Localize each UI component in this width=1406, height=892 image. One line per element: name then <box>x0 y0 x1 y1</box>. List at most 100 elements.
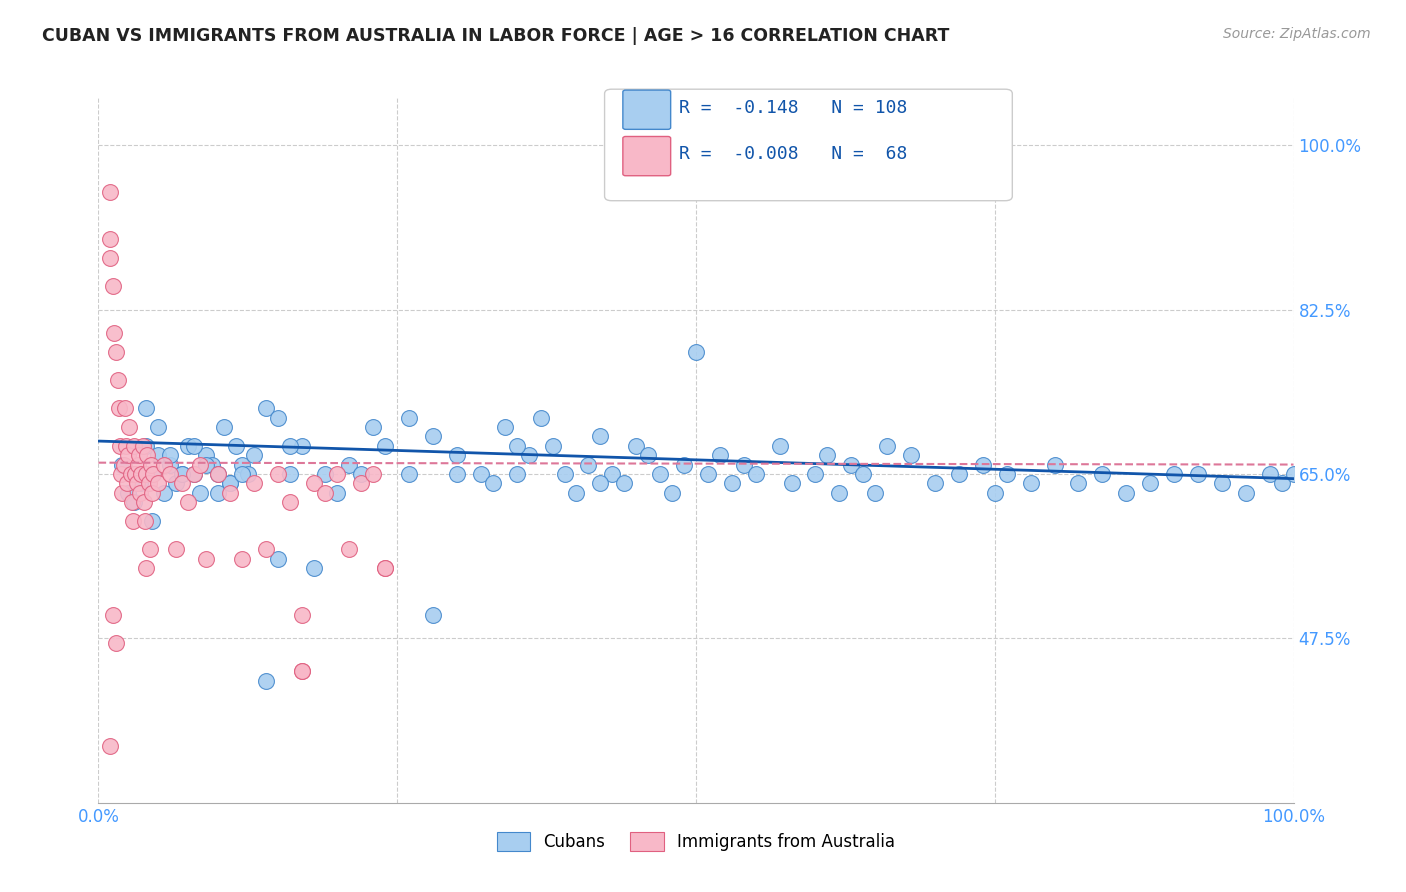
Point <box>148 420 170 434</box>
Point <box>135 401 157 416</box>
Point <box>673 458 696 472</box>
Point <box>120 467 142 481</box>
Point <box>1019 476 1042 491</box>
Point <box>124 467 146 481</box>
Point <box>900 448 922 462</box>
Point <box>231 551 253 566</box>
Point <box>422 607 444 622</box>
Point <box>117 485 139 500</box>
Point <box>129 476 152 491</box>
Point <box>124 439 146 453</box>
Point <box>1258 467 1281 481</box>
Point <box>219 476 242 491</box>
Point <box>1115 485 1137 500</box>
Point <box>374 561 396 575</box>
Point <box>589 476 612 491</box>
Point <box>291 439 314 453</box>
Point <box>613 476 636 491</box>
Point <box>315 467 337 481</box>
Point <box>183 439 205 453</box>
Point <box>745 467 768 481</box>
Point <box>995 467 1018 481</box>
Point <box>626 439 648 453</box>
Point <box>110 467 132 481</box>
Point <box>207 467 229 481</box>
Point <box>188 485 211 500</box>
Point <box>780 476 803 491</box>
Point <box>111 458 134 472</box>
Point <box>1163 467 1185 481</box>
Point <box>131 439 153 453</box>
Text: Source: ZipAtlas.com: Source: ZipAtlas.com <box>1223 27 1371 41</box>
Point <box>804 467 827 481</box>
Point <box>101 607 124 622</box>
Point <box>446 467 468 481</box>
Point <box>374 561 396 575</box>
Point <box>865 485 887 500</box>
Point <box>98 251 122 265</box>
Text: R =  -0.008   N =  68: R = -0.008 N = 68 <box>679 145 907 163</box>
Point <box>541 439 564 453</box>
Point <box>709 448 731 462</box>
Point <box>124 495 146 509</box>
Point <box>129 485 152 500</box>
Point <box>530 410 553 425</box>
Point <box>1139 476 1161 491</box>
Point <box>236 467 259 481</box>
Point <box>398 410 420 425</box>
Point <box>132 495 155 509</box>
Point <box>291 607 314 622</box>
Point <box>302 561 325 575</box>
Point <box>138 476 160 491</box>
Point <box>103 326 125 340</box>
Point <box>648 467 672 481</box>
Point <box>125 476 148 491</box>
Point <box>481 476 505 491</box>
Point <box>924 476 946 491</box>
Point <box>122 514 145 528</box>
Point <box>554 467 576 481</box>
Point <box>517 448 540 462</box>
Point <box>159 448 181 462</box>
Point <box>142 467 165 481</box>
Point <box>98 232 122 246</box>
Point <box>302 476 325 491</box>
Point <box>159 467 181 481</box>
Point <box>326 467 349 481</box>
Point <box>124 467 146 481</box>
Point <box>291 665 314 679</box>
Point <box>768 439 790 453</box>
Point <box>115 476 138 491</box>
Point <box>697 467 720 481</box>
Point <box>350 476 373 491</box>
Point <box>374 439 396 453</box>
Point <box>815 448 838 462</box>
Point <box>219 476 242 491</box>
Point <box>135 439 157 453</box>
Point <box>165 542 187 557</box>
Text: R =  -0.148   N = 108: R = -0.148 N = 108 <box>679 99 907 117</box>
Point <box>243 476 266 491</box>
Point <box>148 448 170 462</box>
Point <box>1067 476 1090 491</box>
Point <box>107 401 129 416</box>
Point <box>159 458 181 472</box>
Point <box>135 561 157 575</box>
Point <box>363 420 385 434</box>
Point <box>195 458 218 472</box>
Point <box>267 551 290 566</box>
Point <box>141 514 163 528</box>
Point <box>136 448 159 462</box>
Point <box>972 458 994 472</box>
Point <box>195 551 218 566</box>
Point <box>105 344 128 359</box>
Point <box>219 485 242 500</box>
Point <box>105 636 128 650</box>
Point <box>131 467 153 481</box>
Point <box>177 495 200 509</box>
Point <box>1211 476 1233 491</box>
Point <box>267 410 290 425</box>
Point <box>141 485 163 500</box>
Point <box>494 420 516 434</box>
Point <box>326 485 349 500</box>
